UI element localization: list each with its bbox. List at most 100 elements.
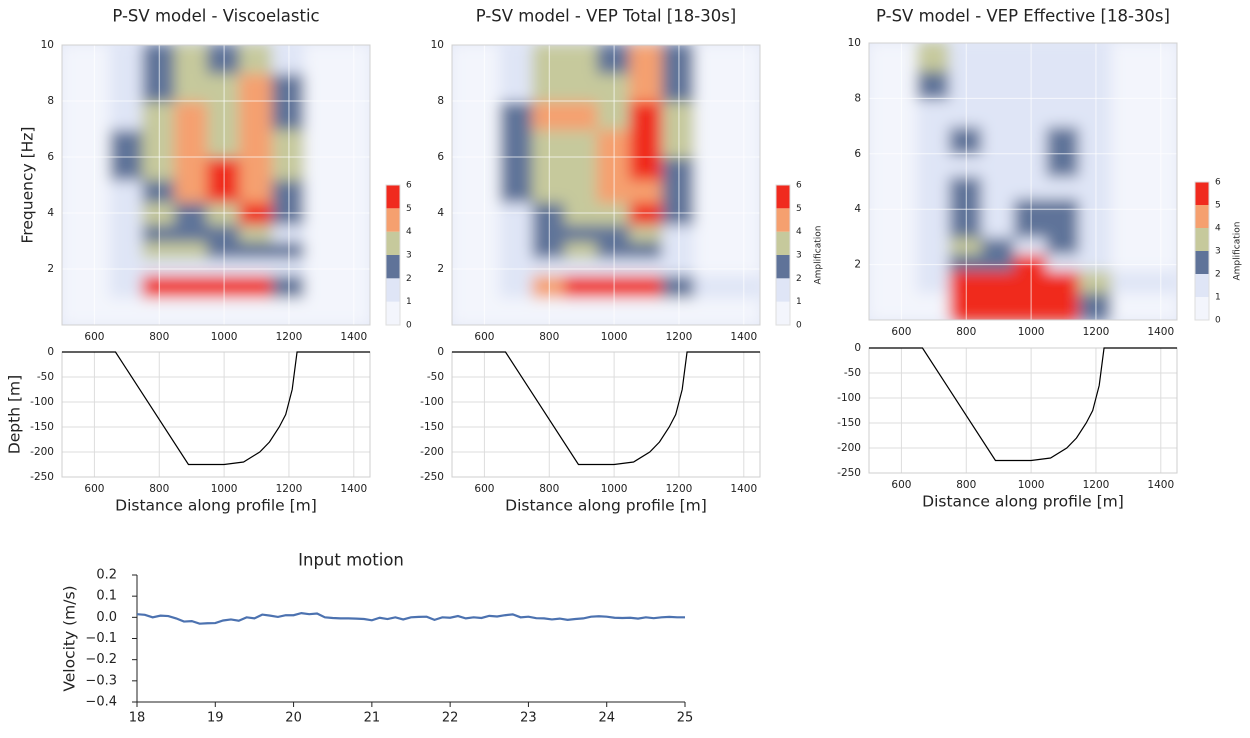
x-tick-label: 21: [364, 711, 381, 726]
heatmap-cell: [304, 240, 370, 259]
heatmap-cell: [629, 178, 664, 203]
colorbar-label: Amplification: [814, 225, 824, 284]
heatmap-cell: [916, 43, 952, 72]
y-tick-label: 4: [437, 207, 444, 219]
y-tick-label: -100: [837, 392, 861, 404]
heatmap-cell: [304, 256, 370, 276]
heatmap-cell: [981, 235, 1016, 255]
colorbar-frame: [1194, 181, 1210, 321]
heatmap-cell: [239, 72, 274, 102]
heatmap-cell: [174, 72, 209, 102]
x-axis-label: Distance along profile [m]: [505, 497, 707, 515]
heatmap-cell: [981, 97, 1016, 128]
heatmap-cell: [452, 128, 502, 158]
y-tick-label: −0.3: [85, 673, 117, 688]
heatmap-cell: [1046, 269, 1081, 294]
y-tick-label: 4: [854, 203, 861, 215]
colorbar-band: [1195, 182, 1209, 205]
plot-frame: [868, 347, 1178, 474]
heatmap-cell: [869, 97, 919, 128]
heatmap-cell: [109, 296, 145, 325]
y-tick-label: 0.2: [96, 568, 117, 583]
colorbar-tick-label: 4: [406, 227, 412, 237]
y-tick-label: 6: [47, 151, 54, 163]
heatmap-cell: [564, 72, 599, 102]
heatmap-cell: [916, 235, 952, 255]
y-tick-label: 0: [437, 346, 444, 358]
data-line: [136, 611, 685, 625]
colorbar-band: [776, 208, 790, 232]
heatmap-blur: [62, 45, 370, 325]
heatmap-cell: [452, 178, 502, 203]
x-axis-label: Distance along profile [m]: [922, 493, 1124, 511]
heatmap-cell: [629, 223, 664, 242]
colorbar-tick-label: 0: [796, 321, 802, 331]
heatmap-cell: [304, 223, 370, 242]
heatmap-cell: [452, 296, 502, 325]
heatmap-cell: [629, 296, 664, 325]
colorbar-band: [1195, 205, 1209, 228]
heatmap-cell: [629, 45, 664, 74]
heatmap-cell: [1111, 269, 1177, 294]
x-tick-label: 1200: [1083, 326, 1110, 338]
heatmap-cell: [304, 273, 370, 298]
colorbar-tick-label: 4: [1215, 224, 1221, 234]
colorbar-band: [386, 208, 400, 232]
heatmap-cell: [452, 223, 502, 242]
heatmap-cell: [62, 256, 112, 276]
heatmap-cell: [109, 100, 145, 130]
y-tick-label: -200: [30, 446, 54, 458]
colorbar-band: [386, 301, 400, 325]
x-tick-label: 600: [474, 483, 494, 495]
x-tick-label: 1000: [601, 483, 628, 495]
heatmap-cell: [564, 128, 599, 158]
heatmap-cell: [694, 72, 760, 102]
plot-background: [869, 348, 1177, 473]
heatmap-blur: [452, 45, 760, 325]
heatmap-cell: [694, 45, 760, 74]
data-line: [452, 351, 760, 466]
plot-frame: [451, 351, 761, 478]
heatmap-cell: [564, 240, 599, 259]
x-tick-label: 1200: [666, 331, 693, 343]
y-tick-label: -150: [30, 421, 54, 433]
heatmap-cell: [499, 178, 535, 203]
heatmap-cell: [239, 223, 274, 242]
heatmap-cell: [62, 45, 112, 74]
heatmap-cell: [452, 100, 502, 130]
y-tick-label: −0.2: [85, 652, 117, 667]
heatmap-cell: [869, 219, 919, 238]
line-panel: Input motion 18 19 20 21 22 23 24 25 0.2 0.1 0.0 −0.…: [61, 551, 694, 726]
x-tick-label: 800: [539, 483, 559, 495]
y-tick-label: 10: [431, 39, 444, 51]
heatmap-cell: [869, 235, 919, 255]
heatmap-cell: [1046, 252, 1081, 272]
x-tick-label: 1200: [276, 331, 303, 343]
heatmap-cell: [694, 296, 760, 325]
heatmap-cell: [499, 156, 535, 181]
heatmap-cell: [239, 273, 274, 298]
heatmap-cell: [62, 296, 112, 325]
heatmap-cell: [629, 256, 664, 276]
heatmap-cell: [1111, 152, 1177, 177]
x-tick-label: 600: [84, 331, 104, 343]
heatmap-cell: [916, 97, 952, 128]
y-tick-label: -50: [844, 367, 861, 379]
heatmap-cell: [564, 296, 599, 325]
x-tick-label: 1200: [666, 483, 693, 495]
heatmap-cell: [174, 296, 209, 325]
heatmap-cell: [694, 223, 760, 242]
heatmap-cell: [239, 256, 274, 276]
heatmap-cell: [564, 273, 599, 298]
x-tick-label: 600: [891, 479, 911, 491]
colorbar-tick-label: 4: [796, 227, 802, 237]
heatmap-cell: [62, 240, 112, 259]
colorbar-band: [776, 301, 790, 325]
heatmap-cells: [869, 43, 1177, 320]
x-tick-label: 800: [956, 479, 976, 491]
colorbar-tick-label: 6: [796, 181, 802, 191]
colorbar-band: [1195, 251, 1209, 274]
heatmap-cell: [981, 125, 1016, 155]
y-tick-label: -200: [420, 446, 444, 458]
colorbar-band: [386, 185, 400, 209]
